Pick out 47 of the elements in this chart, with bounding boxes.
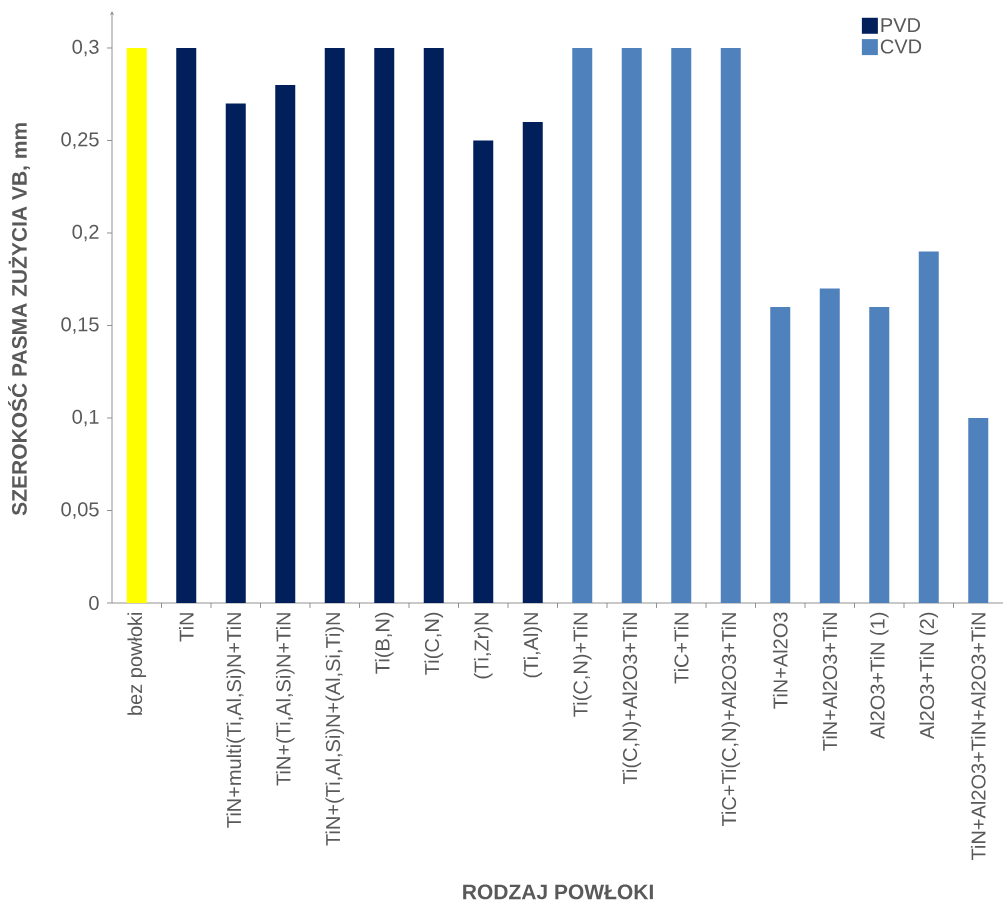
legend-label: PVD — [881, 18, 921, 32]
x-tick-label: (Ti,Zr)N — [473, 613, 493, 679]
bar — [374, 47, 395, 603]
bar — [968, 418, 989, 603]
x-tick-label: Ti(B,N) — [374, 612, 394, 674]
x-tick-label: TiN+Al2O3+TiN — [822, 613, 838, 751]
bar — [176, 47, 197, 603]
x-tick-label: TiN+(Ti,Al,Si)N+(Al,Si,Ti)N — [325, 613, 345, 846]
x-tick-label: Ti(C,N) — [424, 612, 444, 675]
bar — [671, 47, 692, 603]
y-tick-label: 0,3 — [72, 39, 99, 57]
x-tick-label: TiC+TiN — [673, 613, 689, 684]
x-tick-label: (Ti,Al)N — [523, 613, 543, 678]
x-tick-label: Ti(C,N)+Al2O3+TiN — [622, 613, 642, 785]
x-tick-label: TiN+Al2O3+TiN+Al2O3+TiN — [970, 613, 986, 861]
legend-label: CVD — [880, 39, 922, 54]
y-tick-label: 0,05 — [61, 502, 99, 519]
bar — [572, 47, 593, 603]
bar — [225, 103, 246, 603]
bar — [770, 307, 791, 603]
y-axis-title: SZEROKOŚĆ PASMA ZUŻYCIA VB, mm — [8, 123, 30, 516]
bar — [621, 47, 642, 603]
bar — [423, 47, 444, 603]
y-tick-label: 0,1 — [72, 409, 99, 427]
x-tick-label: Ti(C,N)+TiN — [572, 613, 592, 717]
bar — [473, 140, 494, 603]
y-tick-label: 0,25 — [61, 132, 99, 149]
x-axis-title: RODZAJ POWŁOKI — [463, 884, 653, 900]
y-tick-label: 0,15 — [61, 317, 99, 334]
bar — [126, 47, 147, 603]
bar — [720, 47, 741, 603]
x-tick-label: TiN+Al2O3 — [772, 612, 788, 709]
bar — [275, 85, 296, 603]
x-tick-label: Al2O3+TiN (2) — [919, 612, 939, 740]
x-tick-label: TiN — [179, 613, 194, 642]
x-tick-label: Al2O3+TiN (1) — [869, 612, 889, 740]
bar — [324, 47, 345, 603]
x-tick-label: TiN+(Ti,Al,Si)N+TiN — [275, 613, 295, 786]
x-tick-label: bez powłoki — [127, 612, 147, 715]
bar — [918, 251, 939, 603]
x-tick-label: TiN+multi(Ti,Al,Si)N+TiN — [226, 613, 246, 828]
bar — [869, 307, 890, 603]
x-tick-label: TiC+Ti(C,N)+Al2O3+TiN — [721, 613, 741, 827]
bar — [522, 122, 543, 603]
y-tick-label: 0 — [89, 595, 99, 611]
y-tick-label: 0,2 — [72, 224, 99, 242]
bar — [819, 288, 840, 603]
